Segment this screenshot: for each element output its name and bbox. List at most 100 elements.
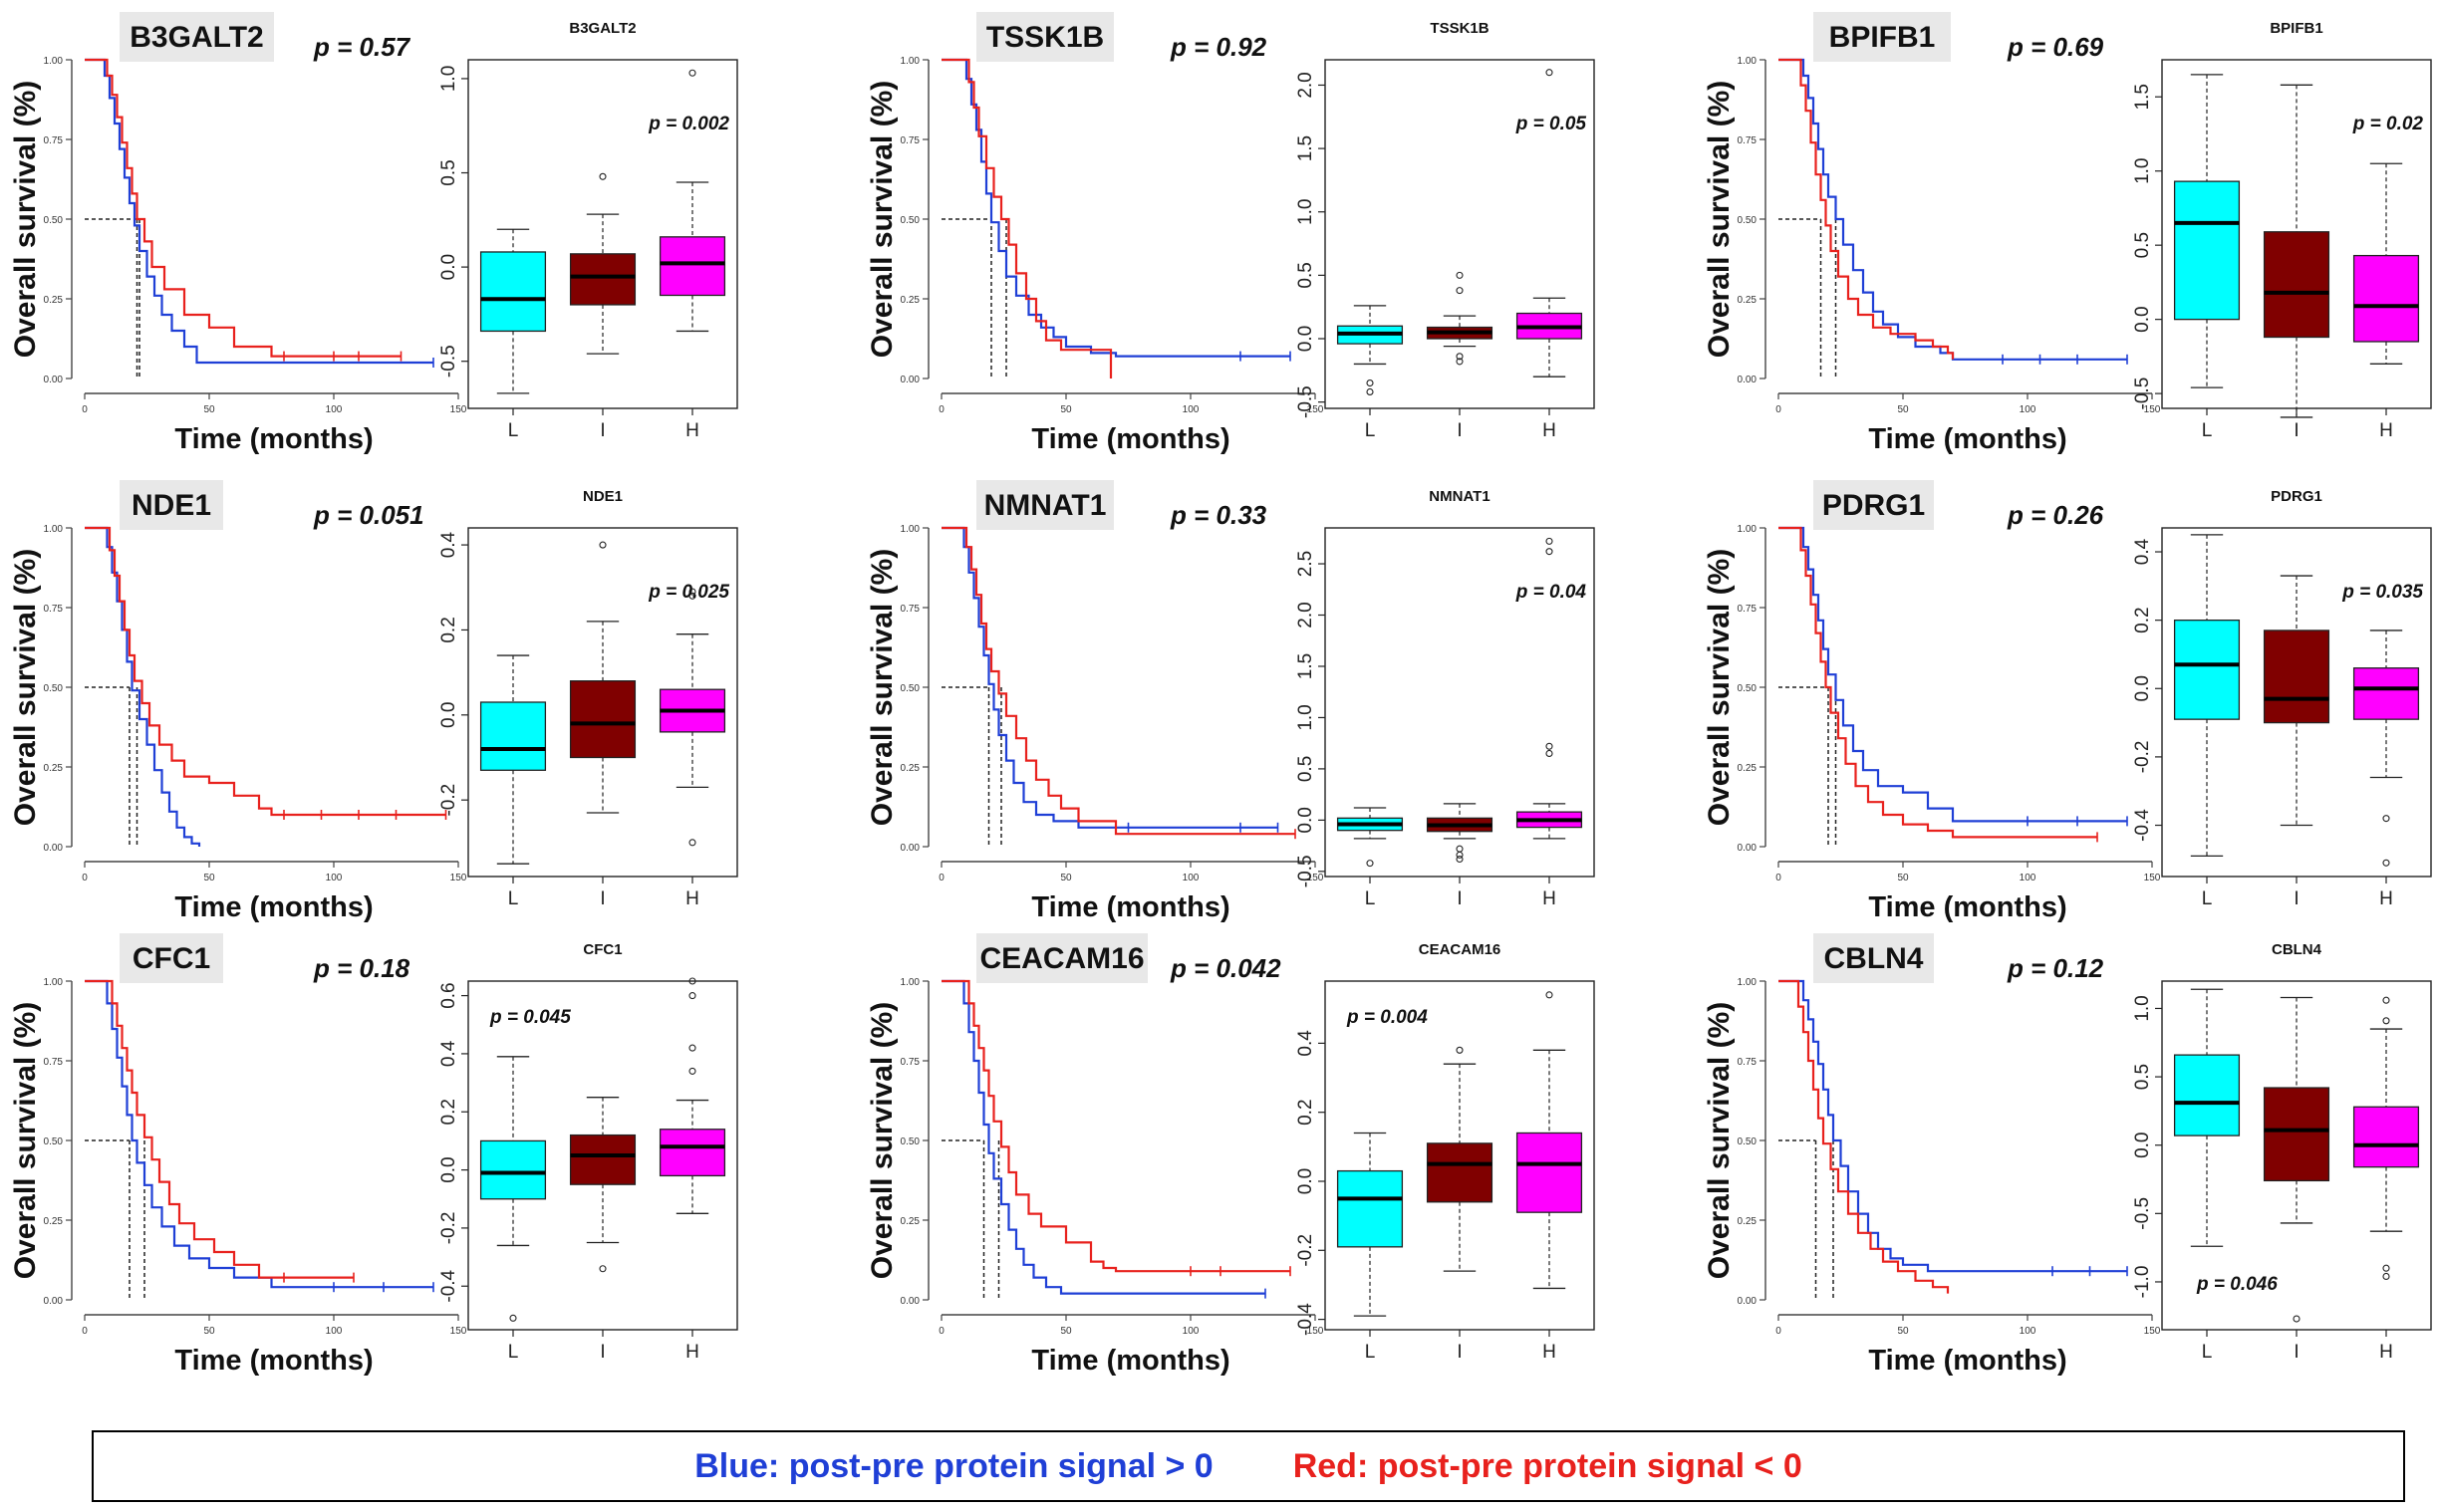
nde1-survival-ytick-label-2: 0.50	[44, 683, 64, 694]
pdrg1-box-H	[2352, 667, 2420, 720]
cbln4-box-xlabel-L: L	[2202, 1342, 2213, 1363]
tssk1b-survival-xlabel: Time (months)	[1031, 423, 1229, 455]
cbln4-survival-xtick-label-1: 50	[1897, 1326, 1909, 1337]
tssk1b-box-frame	[1324, 59, 1595, 409]
tssk1b-survival-ytick-label-0: 0.00	[901, 375, 921, 385]
ceacam16-box-title: CEACAM16	[1419, 941, 1501, 958]
b3galt2-box-xlabel-H: H	[685, 420, 699, 441]
nmnat1-survival-xlabel: Time (months)	[1031, 891, 1229, 923]
nde1-survival-xtick-label-3: 150	[450, 873, 467, 883]
nmnat1-box-xlabel-H: H	[1542, 888, 1556, 909]
b3galt2-box-I	[569, 253, 637, 306]
bpifb1-survival-curve-red	[1778, 58, 1955, 360]
nmnat1-survival-xtick-label-2: 100	[1183, 873, 1200, 883]
cfc1-box-xlabel-L: L	[508, 1342, 519, 1363]
nde1-outlier-H-1	[688, 588, 696, 596]
cfc1-outlier-H-1	[688, 1044, 696, 1052]
b3galt2-box-p-value: p = 0.002	[648, 114, 729, 134]
nmnat1-survival-p-value: p = 0.33	[1170, 500, 1267, 530]
panel-ceacam16: 0.00 0.25 0.50 0.75 1.00 0 50 100 150 CEACAM16 p =…	[866, 933, 1595, 1377]
cfc1-survival-p-value: p = 0.18	[313, 953, 410, 983]
cfc1-survival-ytick-label-0: 0.00	[44, 1296, 64, 1307]
ceacam16-box-L	[1336, 1169, 1404, 1248]
cfc1-box-H	[659, 1129, 726, 1177]
nde1-box-xlabel-I: I	[600, 888, 605, 909]
nmnat1-box-ytick-label-1: 0.0	[1295, 807, 1316, 833]
nde1-outlier-H-2	[688, 839, 696, 847]
bpifb1-box-H	[2352, 254, 2420, 343]
cfc1-box-I	[569, 1134, 637, 1185]
pdrg1-box-I	[2263, 630, 2330, 724]
bpifb1-survival-curve-blue	[1778, 58, 2127, 361]
tssk1b-box-ytick-label-3: 1.0	[1295, 199, 1316, 225]
cfc1-survival-xtick-label-2: 100	[326, 1326, 343, 1337]
cfc1-survival-ylabel: Overall survival (%)	[9, 1002, 42, 1279]
pdrg1-box-xlabel-L: L	[2202, 888, 2213, 909]
tssk1b-outlier-L-0	[1366, 378, 1374, 387]
nmnat1-survival-ylabel: Overall survival (%)	[866, 549, 899, 826]
nde1-survival-xtick-label-0: 0	[82, 873, 88, 883]
tssk1b-outlier-I-2	[1456, 287, 1464, 295]
panel-pdrg1: 0.00 0.25 0.50 0.75 1.00 0 50 100 150 PDRG1 p = 0.…	[1703, 480, 2432, 923]
ceacam16-box-xlabel-I: I	[1457, 1342, 1462, 1363]
ceacam16-survival-ytick-label-3: 0.75	[901, 1057, 921, 1068]
nmnat1-outlier-I-1	[1456, 851, 1464, 859]
ceacam16-box-xlabel-H: H	[1542, 1342, 1556, 1363]
pdrg1-survival-xtick-label-2: 100	[2020, 873, 2036, 883]
b3galt2-survival-ytick-label-2: 0.50	[44, 215, 64, 226]
cfc1-gene-title: CFC1	[133, 942, 210, 975]
bpifb1-box-ytick-label-3: 1.0	[2132, 157, 2153, 183]
pdrg1-survival-xlabel: Time (months)	[1868, 891, 2066, 923]
nmnat1-survival-xtick-label-1: 50	[1060, 873, 1072, 883]
cfc1-box-xlabel-I: I	[600, 1342, 605, 1363]
ceacam16-box-ytick-label-2: 0.0	[1295, 1168, 1316, 1194]
nde1-box-ytick-label-3: 0.4	[438, 531, 459, 558]
cfc1-box-xlabel-H: H	[685, 1342, 699, 1363]
pdrg1-survival-ytick-label-3: 0.75	[1738, 604, 1758, 615]
nmnat1-survival-curve-blue	[942, 526, 1278, 829]
nmnat1-outlier-L-0	[1366, 860, 1374, 868]
cbln4-survival-ytick-label-3: 0.75	[1738, 1057, 1758, 1068]
bpifb1-survival-ylabel: Overall survival (%)	[1703, 81, 1736, 358]
cfc1-box-ytick-label-0: -0.4	[438, 1269, 459, 1302]
ceacam16-survival-xtick-label-1: 50	[1060, 1326, 1072, 1337]
tssk1b-box-ytick-label-4: 1.5	[1295, 135, 1316, 161]
cbln4-box-I	[2263, 1087, 2330, 1182]
cfc1-survival-xtick-label-0: 0	[82, 1326, 88, 1337]
bpifb1-survival-ytick-label-3: 0.75	[1738, 135, 1758, 146]
b3galt2-survival-curve-red	[85, 58, 402, 358]
cbln4-survival-ytick-label-2: 0.50	[1738, 1136, 1758, 1147]
cbln4-box-ytick-label-1: -0.5	[2132, 1197, 2153, 1230]
ceacam16-box-xlabel-L: L	[1365, 1342, 1376, 1363]
pdrg1-survival-ytick-label-2: 0.50	[1738, 683, 1758, 694]
cbln4-survival-curve-blue	[1778, 979, 2127, 1273]
ceacam16-survival-ylabel: Overall survival (%)	[866, 1002, 899, 1279]
legend-red-text: Red: post-pre protein signal < 0	[1292, 1446, 1802, 1485]
b3galt2-survival-ylabel: Overall survival (%)	[9, 81, 42, 358]
pdrg1-survival-ytick-label-4: 1.00	[1738, 524, 1758, 535]
pdrg1-box-p-value: p = 0.035	[2341, 582, 2423, 603]
tssk1b-box-xlabel-L: L	[1365, 420, 1376, 441]
nmnat1-outlier-H-3	[1545, 537, 1553, 545]
b3galt2-survival-ytick-label-1: 0.25	[44, 295, 64, 306]
nde1-outlier-H-0	[688, 592, 696, 600]
cfc1-box-title: CFC1	[583, 941, 622, 958]
cfc1-survival-xtick-label-3: 150	[450, 1326, 467, 1337]
cbln4-outlier-I-0	[2293, 1315, 2301, 1323]
cfc1-box-ytick-label-3: 0.2	[438, 1099, 459, 1125]
nde1-survival-ytick-label-1: 0.25	[44, 763, 64, 774]
pdrg1-box-ytick-label-3: 0.2	[2132, 607, 2153, 632]
nde1-survival-ylabel: Overall survival (%)	[9, 549, 42, 826]
cfc1-survival-xlabel: Time (months)	[174, 1345, 373, 1377]
bpifb1-box-xlabel-L: L	[2202, 420, 2213, 441]
nde1-box-ytick-label-0: -0.2	[438, 784, 459, 817]
nde1-survival-ytick-label-3: 0.75	[44, 604, 64, 615]
tssk1b-outlier-I-3	[1456, 271, 1464, 279]
ceacam16-survival-ytick-label-1: 0.25	[901, 1216, 921, 1227]
cfc1-box-L	[479, 1139, 547, 1200]
cbln4-survival-ytick-label-4: 1.00	[1738, 977, 1758, 988]
pdrg1-box-ytick-label-4: 0.4	[2132, 538, 2153, 565]
ceacam16-survival-ytick-label-0: 0.00	[901, 1296, 921, 1307]
pdrg1-survival-p-value: p = 0.26	[2007, 500, 2104, 530]
nmnat1-survival-curve-red	[942, 526, 1295, 836]
